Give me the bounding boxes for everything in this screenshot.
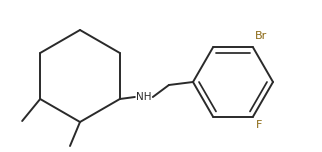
Text: Br: Br [255,31,267,41]
Text: NH: NH [136,92,152,102]
Text: F: F [256,120,262,130]
